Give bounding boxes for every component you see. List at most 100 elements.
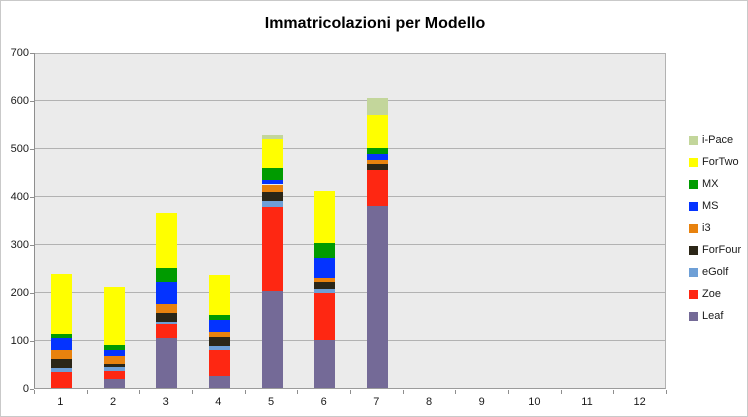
legend-item-egolf: eGolf	[689, 261, 747, 283]
legend-swatch-leaf	[689, 311, 698, 321]
bar-segment-ms-month-6	[314, 258, 336, 278]
y-axis-label: 600	[10, 95, 29, 107]
y-axis-tick	[30, 197, 34, 198]
x-axis-label: 11	[581, 396, 593, 408]
gridline-y600	[35, 100, 665, 101]
bar-segment-i3-month-3	[156, 304, 178, 313]
x-axis-label: 2	[109, 396, 117, 408]
legend-swatch-i3	[689, 223, 698, 233]
gridline-y100	[35, 340, 665, 341]
bar-segment-leaf-month-3	[156, 337, 178, 388]
legend-item-fortwo: ForTwo	[689, 151, 747, 173]
bar-segment-fortwo-month-1	[50, 274, 72, 335]
bar-segment-mx-month-2	[103, 345, 125, 351]
x-axis-tick	[297, 390, 298, 394]
y-axis-tick	[30, 389, 34, 390]
bar-segment-zoe-month-5	[261, 206, 283, 291]
gridline-y400	[35, 196, 665, 197]
legend: i-Pace ForTwo MX MS i3 ForFour eGolf Zoe Leaf	[689, 129, 747, 327]
x-axis-label: 8	[425, 396, 433, 408]
bar-segment-leaf-month-4	[208, 376, 230, 388]
bar-segment-forfour-month-2	[103, 364, 125, 367]
bar-segment-leaf-month-2	[103, 378, 125, 388]
x-axis-tick	[666, 390, 667, 394]
bar-segment-i3-month-2	[103, 355, 125, 364]
gridline-y700	[35, 53, 665, 54]
bar-segment-zoe-month-3	[156, 324, 178, 338]
x-axis-label: 7	[373, 396, 380, 408]
bar-segment-i3-month-7	[366, 160, 388, 164]
legend-item-i-pace: i-Pace	[689, 129, 747, 151]
plot-area	[34, 53, 666, 389]
y-axis-tick	[30, 101, 34, 102]
bar-segment-mx-month-1	[50, 334, 72, 339]
legend-swatch-i-pace	[689, 135, 698, 145]
bar-segment-egolf-month-4	[208, 346, 230, 351]
gridline-y500	[35, 148, 665, 149]
bar-segment-leaf-month-5	[261, 290, 283, 388]
legend-swatch-ms	[689, 201, 698, 211]
legend-label: i-Pace	[702, 134, 734, 146]
bar-segment-egolf-month-3	[156, 321, 178, 325]
legend-swatch-mx	[689, 179, 698, 189]
bar-segment-zoe-month-1	[50, 372, 72, 388]
legend-swatch-forfour	[689, 245, 698, 255]
x-axis-tick	[192, 390, 193, 394]
legend-swatch-fortwo	[689, 157, 698, 167]
chart-title: Immatricolazioni per Modello	[264, 15, 486, 32]
x-axis-tick	[245, 390, 246, 394]
x-axis-label: 12	[633, 396, 646, 408]
legend-label: Zoe	[702, 288, 721, 300]
legend-item-i3: i3	[689, 217, 747, 239]
x-axis-tick	[508, 390, 509, 394]
bar-segment-leaf-month-6	[314, 340, 336, 388]
bar-segment-ms-month-3	[156, 282, 178, 305]
bar-segment-mx-month-7	[366, 148, 388, 154]
x-axis-tick	[87, 390, 88, 394]
y-axis-tick	[30, 341, 34, 342]
bar-segment-i-pace-month-7	[366, 97, 388, 116]
x-axis-tick	[455, 390, 456, 394]
legend-label: ForTwo	[702, 156, 739, 168]
legend-item-zoe: Zoe	[689, 283, 747, 305]
bar-segment-forfour-month-5	[261, 191, 283, 201]
bar-segment-mx-month-4	[208, 315, 230, 320]
x-axis-tick	[139, 390, 140, 394]
x-axis-label: 1	[57, 396, 64, 408]
bar-segment-i-pace-month-5	[261, 135, 283, 139]
gridline-y300	[35, 244, 665, 245]
legend-item-leaf: Leaf	[689, 305, 747, 327]
legend-swatch-zoe	[689, 289, 698, 299]
y-axis-tick	[30, 293, 34, 294]
bar-segment-zoe-month-7	[366, 169, 388, 206]
legend-item-forfour: ForFour	[689, 239, 747, 261]
bar-segment-egolf-month-5	[261, 200, 283, 207]
x-axis-label: 6	[320, 396, 327, 408]
x-axis-tick	[613, 390, 614, 394]
bar-segment-ms-month-4	[208, 319, 230, 332]
bar-segment-forfour-month-1	[50, 359, 72, 369]
bar-segment-i3-month-5	[261, 184, 283, 192]
bar-segment-ms-month-5	[261, 180, 283, 185]
legend-label: Leaf	[702, 310, 724, 322]
x-axis-tick	[561, 390, 562, 394]
bar-segment-mx-month-3	[156, 267, 178, 283]
bar-segment-zoe-month-6	[314, 292, 336, 340]
bar-segment-fortwo-month-2	[103, 287, 125, 346]
x-axis-label: 9	[478, 396, 485, 408]
bar-segment-ms-month-7	[366, 153, 388, 160]
x-axis-tick	[403, 390, 404, 394]
legend-label: eGolf	[702, 266, 729, 278]
bar-segment-zoe-month-2	[103, 370, 125, 379]
y-axis-label: 400	[10, 191, 29, 203]
bar-segment-fortwo-month-5	[261, 138, 283, 169]
legend-label: ForFour	[702, 244, 742, 256]
x-axis-label: 3	[162, 396, 169, 408]
x-axis-label: 4	[215, 396, 222, 408]
bar-segment-egolf-month-6	[314, 289, 336, 293]
legend-label: MS	[702, 200, 719, 212]
y-axis-label: 300	[10, 239, 29, 251]
bar-segment-fortwo-month-4	[208, 275, 230, 316]
x-axis-label: 10	[528, 396, 541, 408]
